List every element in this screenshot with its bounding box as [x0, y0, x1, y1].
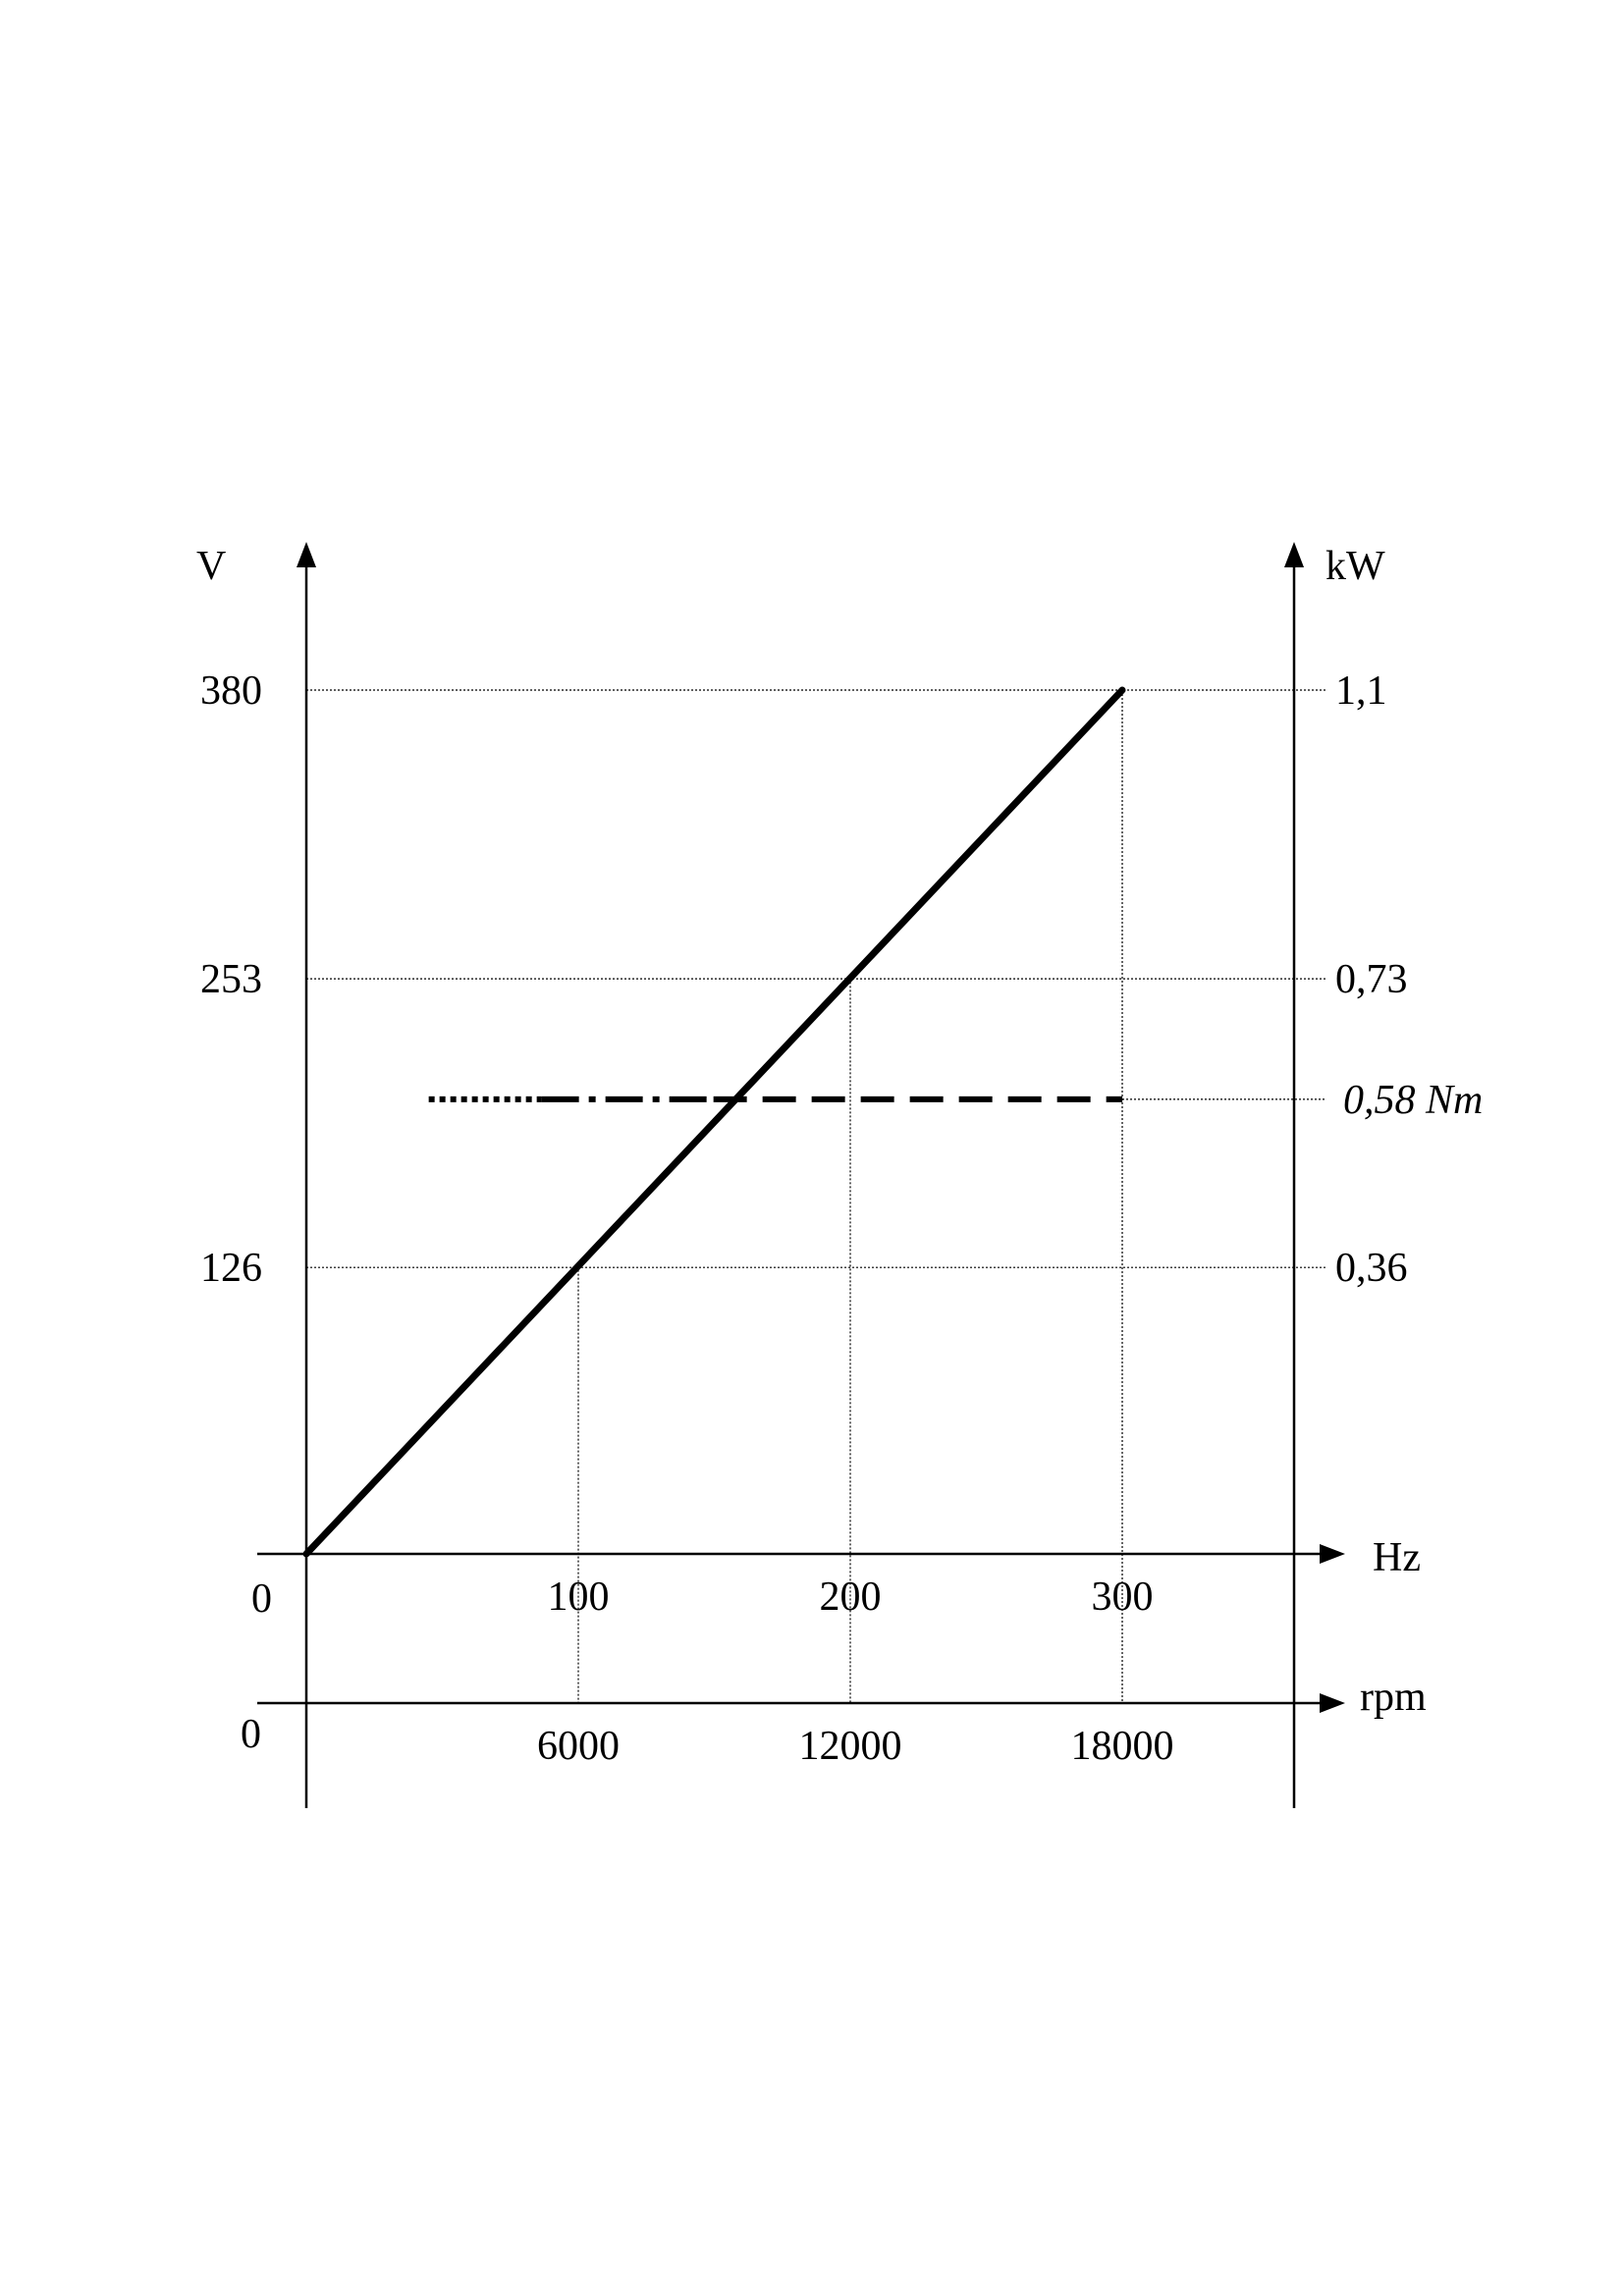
x-axis-hz-arrow [1320, 1544, 1345, 1564]
voltage-line [302, 686, 1126, 1558]
x-axis-label: Hz [1373, 1535, 1421, 1580]
y-right-tick-label: 0,36 [1335, 1246, 1408, 1291]
x-tick-label: 200 [820, 1575, 882, 1620]
x2-tick-label: 12000 [799, 1724, 902, 1769]
x2-axis-label: rpm [1360, 1675, 1427, 1720]
y-left-tick-label: 253 [200, 957, 262, 1002]
y-right-axis-label: kW [1325, 544, 1385, 589]
reference-lines [306, 689, 1325, 1703]
x-tick-label: 100 [548, 1575, 610, 1620]
torque-label: 0,58 Nm [1343, 1078, 1483, 1123]
y-left-axis-label: V [196, 544, 226, 589]
x2-tick-label: 6000 [537, 1724, 620, 1769]
series [302, 686, 1126, 1558]
y-left-axis-arrow [297, 542, 316, 567]
y-right-tick-label: 1,1 [1335, 668, 1387, 714]
y-left-tick-label: 126 [200, 1246, 262, 1291]
x-origin-label: 0 [251, 1576, 272, 1622]
x-tick-label: 300 [1092, 1575, 1154, 1620]
y-left-tick-label: 380 [200, 668, 262, 714]
x2-tick-label: 18000 [1071, 1724, 1174, 1769]
x-axis-rpm-arrow [1320, 1693, 1345, 1713]
x2-origin-label: 0 [241, 1712, 261, 1757]
tick-labels: 126 253 380 0,36 0,73 1,1 100 200 300 6000 12000 18… [200, 668, 1483, 1769]
y-right-tick-label: 0,73 [1335, 957, 1408, 1002]
y-right-axis-arrow [1284, 542, 1304, 567]
